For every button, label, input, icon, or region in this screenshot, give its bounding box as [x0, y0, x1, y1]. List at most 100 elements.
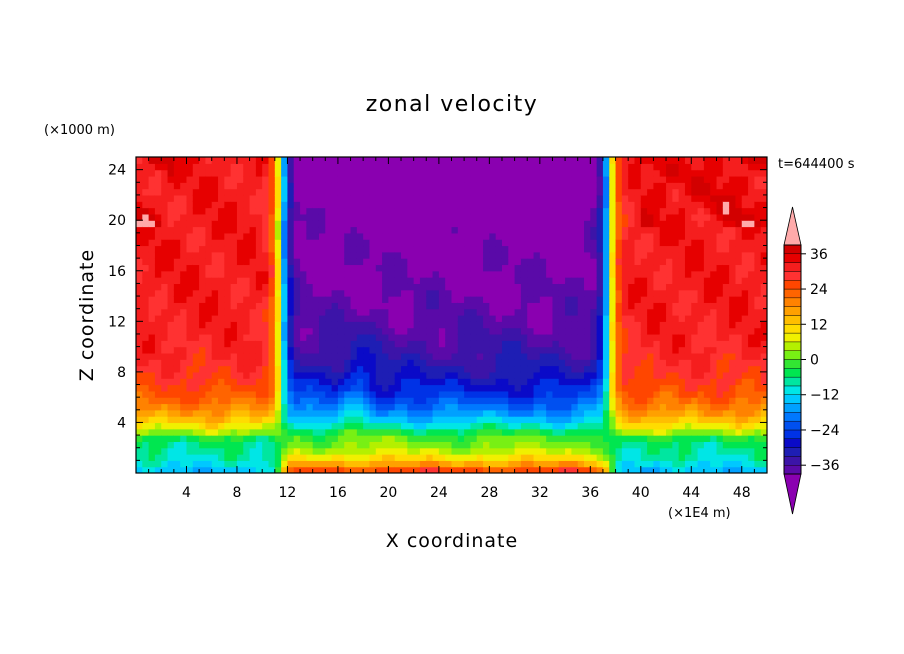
field-cell	[741, 302, 749, 310]
field-cell	[584, 175, 591, 183]
field-cell	[716, 371, 724, 379]
field-cell	[300, 460, 307, 468]
field-cell	[192, 359, 200, 367]
field-cell	[666, 333, 673, 341]
field-cell	[691, 207, 699, 215]
field-cell	[697, 460, 705, 468]
field-cell	[445, 403, 453, 411]
field-cell	[161, 201, 169, 209]
field-cell	[445, 447, 453, 455]
field-cell	[501, 441, 509, 449]
field-cell	[514, 258, 522, 266]
field-cell	[325, 422, 333, 430]
field-cell	[401, 416, 408, 424]
field-cell	[363, 207, 371, 215]
field-cell	[432, 346, 440, 354]
field-cell	[369, 289, 377, 297]
field-cell	[186, 352, 194, 360]
field-cell	[584, 422, 591, 430]
field-cell	[691, 346, 699, 354]
field-cell	[268, 194, 276, 202]
field-cell	[691, 194, 699, 202]
field-cell	[653, 441, 661, 449]
field-cell	[199, 213, 207, 221]
field-cell	[501, 447, 509, 455]
field-cell	[224, 245, 232, 253]
field-cell	[716, 327, 724, 335]
field-cell	[419, 232, 427, 240]
field-cell	[161, 277, 169, 284]
field-cell	[508, 384, 516, 392]
field-cell	[161, 460, 169, 468]
field-cell	[634, 226, 642, 234]
field-cell	[205, 232, 213, 240]
field-cell	[748, 157, 755, 164]
field-cell	[520, 359, 528, 367]
field-cell	[350, 365, 358, 373]
field-cell	[552, 232, 560, 240]
field-cell	[634, 251, 642, 259]
field-cell	[161, 384, 169, 392]
field-cell	[672, 194, 680, 202]
field-cell	[748, 226, 755, 234]
field-cell	[615, 460, 623, 468]
field-cell	[167, 239, 175, 247]
field-cell	[634, 390, 642, 398]
field-cell	[438, 346, 446, 354]
field-cell	[331, 270, 339, 278]
field-cell	[678, 175, 686, 183]
field-cell	[628, 163, 636, 171]
field-cell	[173, 245, 181, 253]
field-cell	[300, 308, 307, 316]
field-cell	[634, 289, 642, 297]
field-cell	[287, 321, 295, 329]
field-cell	[590, 460, 598, 468]
field-cell	[609, 315, 617, 322]
field-cell	[590, 327, 598, 335]
field-cell	[407, 207, 415, 215]
field-cell	[464, 454, 472, 461]
field-cell	[464, 207, 472, 215]
field-cell	[249, 239, 257, 247]
field-cell	[615, 390, 623, 398]
field-cell	[432, 175, 440, 183]
field-cell	[419, 447, 427, 455]
field-cell	[287, 447, 295, 455]
field-cell	[173, 157, 181, 164]
field-cell	[186, 384, 194, 392]
field-cell	[268, 302, 276, 310]
field-cell	[527, 435, 535, 442]
field-cell	[590, 352, 598, 360]
field-cell	[438, 454, 446, 461]
field-cell	[729, 441, 737, 449]
field-cell	[331, 207, 339, 215]
field-cell	[192, 289, 200, 297]
field-cell	[306, 251, 314, 259]
field-cell	[154, 232, 162, 240]
field-cell	[413, 157, 421, 164]
field-cell	[615, 428, 623, 436]
field-cell	[470, 384, 478, 392]
field-cell	[628, 194, 636, 202]
field-cell	[236, 397, 244, 405]
field-cell	[628, 371, 636, 379]
field-cell	[666, 188, 673, 196]
field-cell	[653, 428, 661, 436]
field-cell	[514, 188, 522, 196]
field-cell	[148, 365, 156, 373]
field-cell	[666, 447, 673, 455]
field-cell	[148, 397, 156, 405]
field-cell	[470, 333, 478, 341]
field-cell	[558, 365, 566, 373]
field-cell	[760, 220, 767, 228]
field-cell	[363, 397, 371, 405]
field-cell	[546, 409, 554, 417]
field-cell	[407, 194, 415, 202]
field-cell	[325, 226, 333, 234]
field-cell	[520, 175, 528, 183]
field-cell	[710, 352, 718, 360]
field-cell	[527, 390, 535, 398]
field-cell	[483, 428, 490, 436]
field-cell	[514, 409, 522, 417]
field-cell	[211, 169, 219, 177]
